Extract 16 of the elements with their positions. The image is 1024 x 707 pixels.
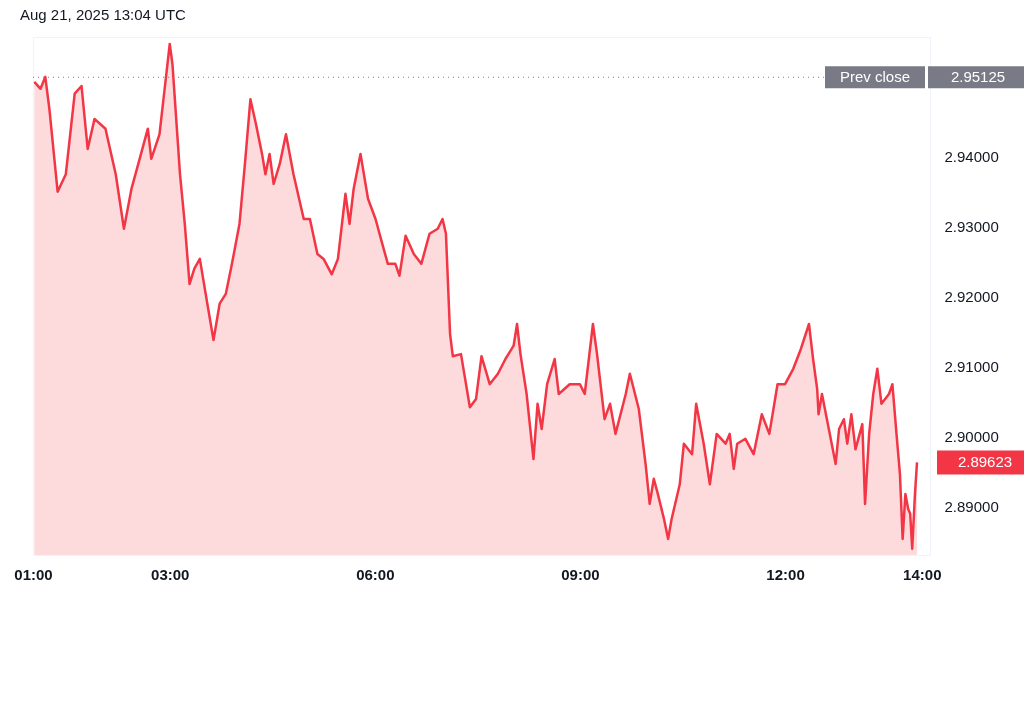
x-tick-label: 14:00 <box>903 565 942 583</box>
y-tick-label: 2.92000 <box>944 287 999 305</box>
y-tick-label: 2.89000 <box>944 497 999 515</box>
y-tick-label: 2.93000 <box>944 217 999 235</box>
x-tick-label: 12:00 <box>766 565 805 583</box>
y-tick-label: 2.91000 <box>944 357 999 375</box>
annotation: 2.89623 <box>957 453 1013 471</box>
x-tick-label: 01:00 <box>14 565 53 583</box>
x-tick-label: 06:00 <box>356 565 395 583</box>
y-tick-label: 2.90000 <box>944 427 999 445</box>
ref-line-label: Prev close <box>839 68 911 86</box>
chart-title: Aug 21, 2025 13:04 UTC <box>20 6 187 23</box>
x-tick-label: 03:00 <box>151 565 190 583</box>
y-tick-label: 2.94000 <box>944 147 999 165</box>
text: 2.95125 <box>950 68 1006 86</box>
x-tick-label: 09:00 <box>561 565 600 583</box>
